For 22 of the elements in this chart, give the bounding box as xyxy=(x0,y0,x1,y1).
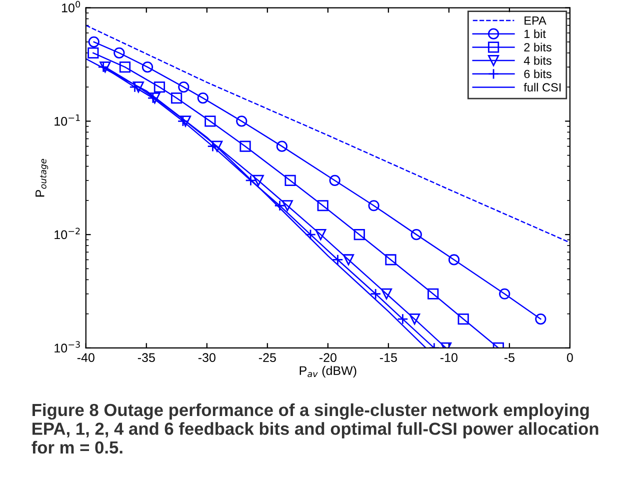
x-axis-title: P$_{av}$ (dBW) xyxy=(300,366,356,378)
legend-label: full CSI xyxy=(524,82,561,92)
x-tick-label: -20 xyxy=(319,353,336,362)
legend-label: 1 bit xyxy=(524,29,546,38)
legend-label: 6 bits xyxy=(524,70,552,78)
x-tick-label: -10 xyxy=(440,353,458,362)
y-tick-label: 10$^{−2}$ xyxy=(54,228,80,240)
x-tick-label: -15 xyxy=(380,353,397,362)
x-tick-label: -35 xyxy=(138,353,155,362)
legend-label: EPA xyxy=(524,16,546,25)
y-tick-label: 10$^{−1}$ xyxy=(54,114,80,126)
legend-label: 4 bits xyxy=(524,56,552,65)
x-tick-label: -30 xyxy=(198,353,216,362)
y-axis-title: P$_{outage}$ xyxy=(36,158,48,197)
legend-label: 2 bits xyxy=(524,42,552,52)
y-tick-label: 10$^{−3}$ xyxy=(54,341,80,353)
x-tick-label: -5 xyxy=(504,353,514,362)
x-tick-label: 0 xyxy=(566,353,573,362)
caption: Figure 8 Outage performance of a single-cluster network employing EPA, 1, 2, 4 and 6 feedback bits and optimal full-CSI power allocation for m = 0.5. xyxy=(32,403,598,454)
y-tick-label: 10$^{0}$ xyxy=(62,0,80,12)
x-tick-label: -40 xyxy=(77,353,94,362)
x-tick-label: -25 xyxy=(258,353,276,362)
